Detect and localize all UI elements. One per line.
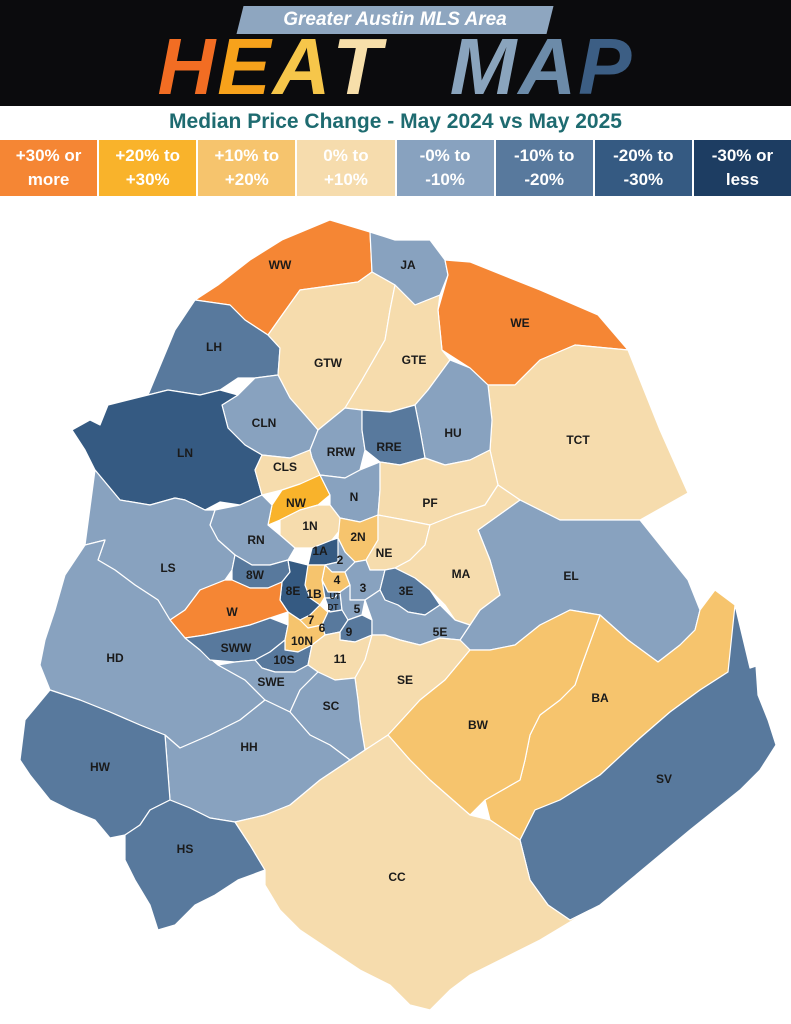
legend-item: -20% to -30%: [594, 140, 694, 196]
map-area-label: CLN: [252, 416, 277, 430]
map-area-label: 8W: [246, 568, 265, 582]
map-area-label: 9: [346, 625, 353, 639]
map-area-label: 10N: [291, 634, 313, 648]
title-word-map: MAP: [449, 22, 634, 111]
chart-title: Median Price Change - May 2024 vs May 20…: [169, 110, 622, 133]
map-area-label: RRW: [327, 445, 356, 459]
map-area-label: 1B: [306, 587, 322, 601]
map-area-label: RRE: [376, 440, 401, 454]
map-area-label: GTW: [314, 356, 343, 370]
legend-item: -0% to -10%: [396, 140, 496, 196]
map-area-label: NE: [376, 546, 393, 560]
map-area-label: W: [226, 605, 238, 619]
legend-item: +10% to +20%: [198, 140, 298, 196]
legend-item: -30% or less: [693, 140, 791, 196]
map-area-label: 7: [308, 613, 315, 627]
map-area-label: 1N: [302, 519, 317, 533]
map-area-label: 5: [354, 602, 361, 616]
map-area-label: WE: [510, 316, 529, 330]
map-area-label: 3E: [399, 584, 414, 598]
map-area-ma: [394, 484, 521, 626]
map-area-label: EL: [563, 569, 578, 583]
map-area-label: WW: [269, 258, 292, 272]
legend-item: -10% to -20%: [495, 140, 595, 196]
map-area-label: 2: [337, 553, 344, 567]
map-area-label: BA: [591, 691, 609, 705]
map-area-label: 10S: [273, 653, 294, 667]
map-area-label: HH: [240, 740, 257, 754]
map-area-label: HS: [177, 842, 194, 856]
heat-map-title: HEAT MAP: [0, 22, 791, 112]
map-area-label: 4: [334, 573, 341, 587]
austin-mls-map: WW JA WE LH GTW GTE TCT CLN HU RRW RRE LN CLS NW N PF 1N…: [19, 219, 777, 1011]
map-area-label: 11: [334, 652, 347, 666]
map-area-label: HU: [444, 426, 461, 440]
map-area-1b: [304, 564, 329, 606]
legend: +30% or more +20% to +30% +10% to +20% 0% to +1…: [0, 140, 791, 196]
map-area-label: LS: [160, 561, 175, 575]
map-area-label: N: [350, 490, 359, 504]
map-subtitle: Greater Austin MLS Area: [283, 9, 507, 30]
map-area-label: NW: [286, 496, 307, 510]
map-area-label: LH: [206, 340, 222, 354]
map-area-sv: [519, 604, 777, 921]
map-area-cc: [234, 734, 591, 1011]
map-area-label: 6: [319, 621, 326, 635]
map-area-label: CC: [388, 870, 406, 884]
map-area-rre: [361, 404, 426, 466]
map-area-label: SWW: [221, 641, 252, 655]
map-area-label: PF: [422, 496, 437, 510]
map-area-hs: [124, 799, 266, 931]
map-area-label: DT: [328, 603, 339, 612]
map-area-label: SE: [397, 673, 413, 687]
map-area-label: 2N: [350, 530, 365, 544]
map-area-label: 8E: [286, 584, 301, 598]
map-area-bw: [387, 609, 601, 816]
map-area-label: 1A: [312, 544, 328, 558]
map-area-label: SWE: [257, 675, 284, 689]
map-area-label: HD: [106, 651, 124, 665]
title-word-heat: HEAT: [157, 22, 384, 111]
legend-item: +30% or more: [0, 140, 100, 196]
map-area-label: JA: [400, 258, 416, 272]
legend-item: 0% to +10%: [297, 140, 397, 196]
map-area-label: HW: [90, 760, 111, 774]
map-area-label: SV: [656, 772, 672, 786]
map-area-label: CLS: [273, 460, 297, 474]
map-area-label: MA: [452, 567, 471, 581]
map-area-label: GTE: [402, 353, 427, 367]
legend-item: +20% to +30%: [99, 140, 199, 196]
map-area-label: SC: [323, 699, 340, 713]
map-area-label: LN: [177, 446, 193, 460]
map-area-ln: [71, 389, 263, 511]
map-area-label: 3: [360, 581, 367, 595]
map-area-label: RN: [247, 533, 264, 547]
map-area-label: UT: [330, 592, 341, 601]
map-area-label: BW: [468, 718, 489, 732]
map-area-label: TCT: [566, 433, 590, 447]
map-area-label: 5E: [433, 625, 448, 639]
